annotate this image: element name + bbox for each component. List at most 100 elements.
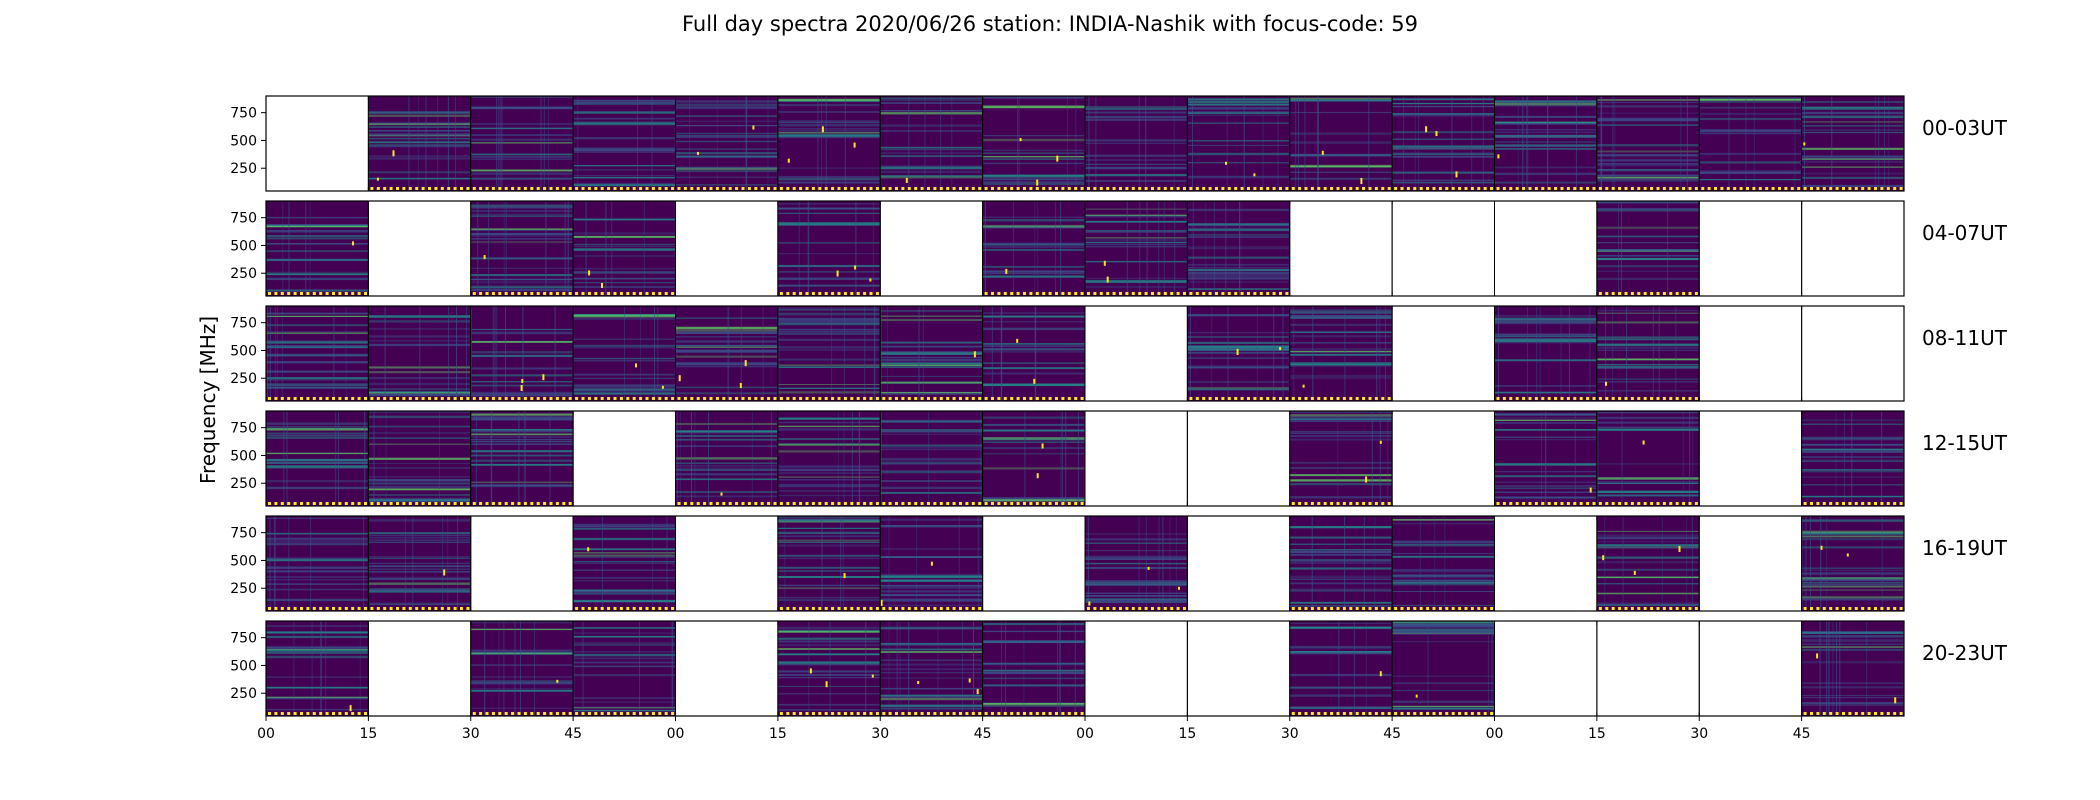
spectrum-panel (675, 200, 779, 297)
spectrum-panel (572, 515, 676, 612)
marker-dot (1119, 607, 1122, 610)
marker-dot (1867, 607, 1871, 610)
marker-dot (1707, 187, 1711, 190)
spectrum-band (1801, 160, 1904, 163)
marker-dot (843, 397, 847, 400)
burst-spot (821, 126, 824, 133)
panel-frame (470, 515, 574, 612)
panel-background (982, 201, 1085, 296)
spectrum-panel (572, 305, 676, 402)
spectrum-streak (549, 411, 551, 506)
spectrum-band (470, 229, 574, 231)
spectrum-band (880, 444, 983, 447)
spectrum-band (266, 655, 369, 659)
spectrum-band (1289, 536, 1393, 539)
marker-dot (1803, 187, 1807, 190)
marker-dot (1061, 187, 1065, 190)
marker-dot (517, 397, 521, 400)
marker-dot (594, 187, 598, 190)
marker-dot (709, 397, 713, 400)
spectrum-band (675, 362, 778, 366)
spectrum-streak (1686, 516, 1688, 611)
spectrum-band (368, 532, 471, 534)
spectrum-streak (1298, 96, 1299, 191)
marker-dot (664, 397, 668, 400)
marker-dot (1323, 187, 1327, 190)
spectrum-band (266, 517, 369, 519)
spectrum-band (1289, 559, 1393, 561)
marker-dot (811, 502, 815, 505)
spectrum-band (368, 143, 471, 146)
marker-dot (1298, 502, 1302, 505)
marker-dot (927, 502, 930, 505)
marker-dot (568, 187, 572, 190)
marker-dot (1778, 187, 1781, 190)
spectrum-band (1085, 237, 1188, 239)
spectrum-band (1801, 155, 1904, 157)
marker-dot (1624, 292, 1628, 295)
burst-spot (1016, 338, 1019, 343)
marker-dot (1310, 187, 1314, 190)
spectrum-band (573, 561, 676, 563)
marker-dot (460, 187, 463, 190)
spectrum-panel (367, 515, 472, 612)
spectrum-band (1801, 589, 1904, 591)
spectrum-streak (1471, 96, 1473, 191)
marker-dot (1650, 187, 1654, 190)
spectrum-band (573, 175, 676, 177)
spectrum-band (1085, 592, 1188, 594)
marker-dot (869, 187, 873, 190)
spectrum-streak (984, 201, 986, 296)
spectrum-band (880, 696, 983, 698)
burst-spot (1088, 601, 1091, 606)
marker-dot (1400, 607, 1404, 610)
marker-dot (1490, 712, 1494, 715)
spectrum-band (1699, 132, 1802, 135)
spectrum-band (1801, 643, 1904, 645)
marker-dot (1227, 397, 1231, 400)
spectrum-streak (1878, 96, 1880, 191)
spectrum-band (1187, 256, 1290, 259)
spectrum-band (368, 556, 471, 558)
marker-dot (767, 502, 771, 505)
spectrum-band (573, 548, 676, 551)
panel-frame (1698, 200, 1803, 297)
marker-dot (568, 292, 572, 295)
spectrum-band (982, 138, 1085, 142)
marker-dot (1637, 607, 1641, 610)
marker-dot (1861, 502, 1865, 505)
spectrum-streak (1843, 411, 1845, 506)
burst-spot (836, 270, 839, 277)
marker-dot (1470, 187, 1474, 190)
spectrum-band (1801, 640, 1904, 643)
spectrum-panel (879, 410, 984, 507)
burst-spot (744, 360, 747, 367)
spectrum-panel (367, 95, 472, 192)
burst-spot (739, 383, 742, 388)
spectrum-panel (1596, 620, 1700, 717)
panel-background (982, 411, 1085, 506)
spectrum-band (1289, 673, 1393, 677)
spectrum-band (1289, 111, 1393, 114)
spectrum-band (1596, 105, 1700, 108)
marker-dot (1426, 187, 1430, 190)
y-tick-label: 500 (230, 658, 257, 674)
spectrum-streak (1621, 411, 1623, 506)
spectrum-band (1187, 247, 1290, 250)
marker-dot (799, 187, 803, 190)
spectrum-streak (1037, 201, 1039, 296)
marker-dot (1272, 292, 1276, 295)
marker-dot (1669, 187, 1673, 190)
marker-dot (632, 397, 636, 400)
spectrum-streak (1522, 96, 1524, 191)
marker-dot (1637, 502, 1641, 505)
spectrum-band (1494, 121, 1597, 124)
marker-dot (1067, 187, 1071, 190)
marker-dot (1355, 187, 1359, 190)
marker-dot (1483, 712, 1487, 715)
spectrum-band (1392, 114, 1495, 117)
spectrum-band (1187, 381, 1290, 383)
marker-dot (1368, 397, 1372, 400)
spectrum-band (777, 131, 881, 134)
spectrum-streak (1067, 96, 1068, 191)
